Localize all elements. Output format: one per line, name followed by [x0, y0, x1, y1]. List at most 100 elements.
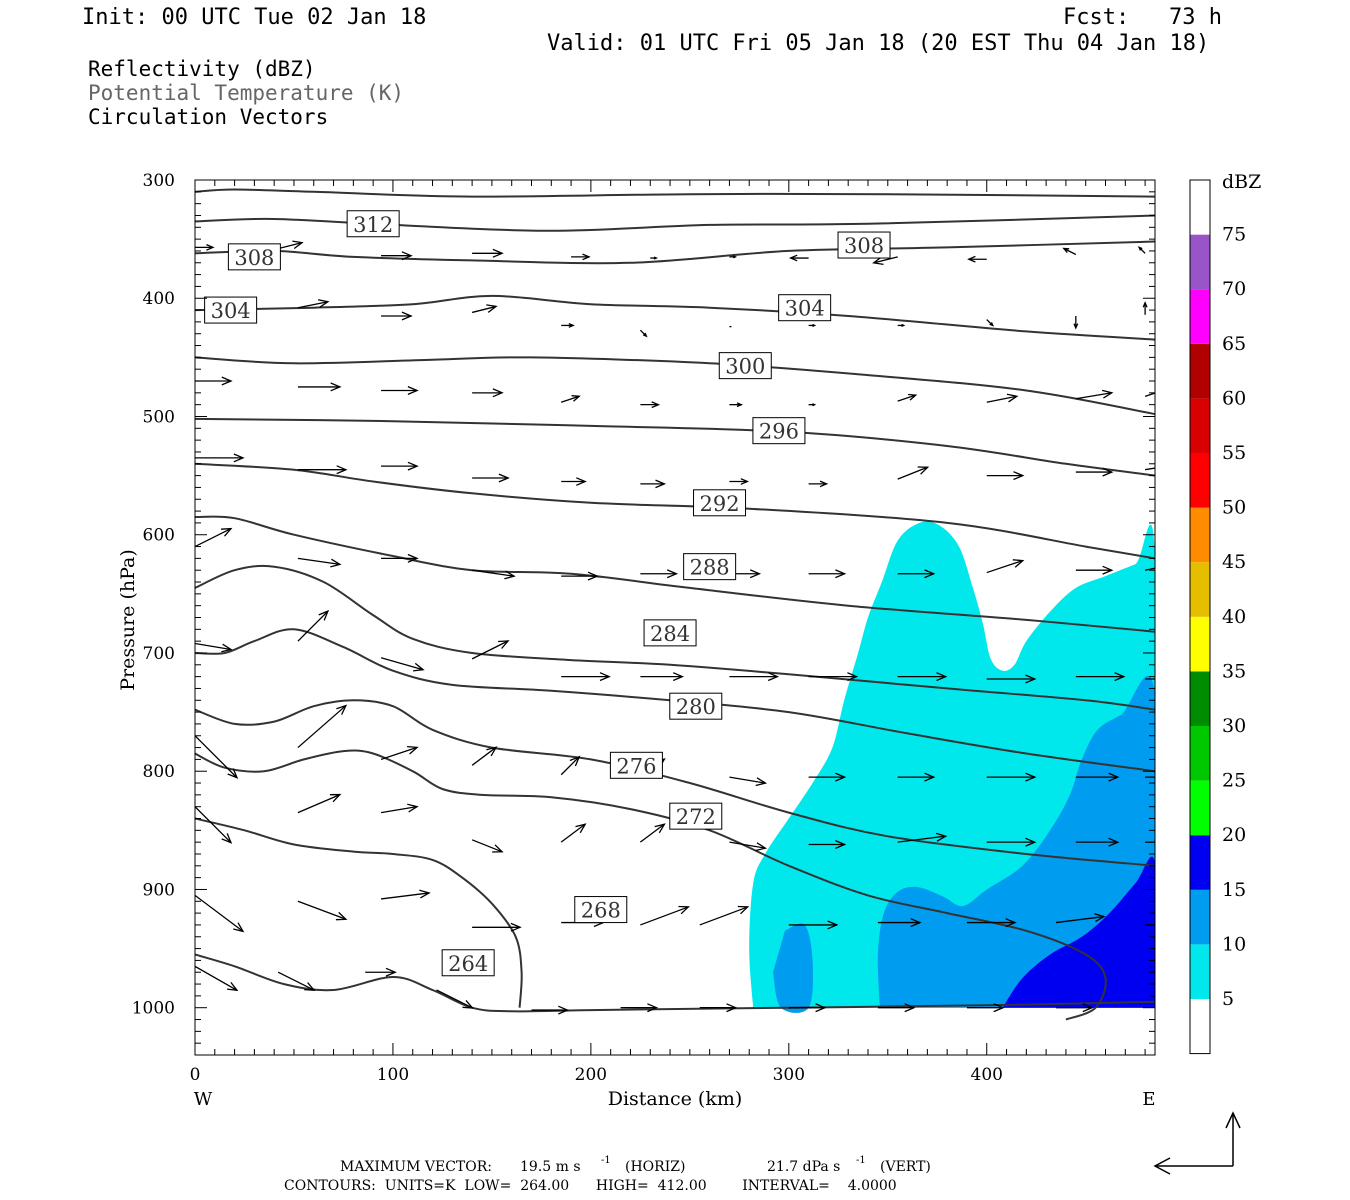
theta-label: 268: [574, 896, 628, 924]
circulation-vector: [381, 386, 419, 395]
svg-text:276: 276: [616, 754, 656, 778]
circulation-vector: [195, 735, 239, 779]
contours-info: CONTOURS: UNITS=K LOW= 264.00 HIGH= 412.…: [284, 1178, 897, 1194]
colorbar-level-label: 35: [1222, 660, 1246, 682]
svg-text:284: 284: [650, 622, 690, 646]
circulation-vector: [195, 806, 233, 844]
circulation-vector: [808, 672, 859, 682]
theta-contour-308: [195, 240, 1155, 265]
theta-label: 312: [346, 210, 400, 238]
circulation-vector: [640, 569, 679, 579]
theta-label: 276: [609, 751, 663, 779]
svg-text:304: 304: [785, 297, 825, 321]
svg-text:280: 280: [676, 695, 716, 719]
circulation-vector: [195, 453, 245, 463]
legend-potential-temperature: Potential Temperature (K): [88, 81, 405, 105]
circulation-vector: [897, 832, 948, 843]
circulation-vector: [620, 1003, 659, 1013]
circulation-vector: [966, 918, 1017, 928]
circulation-vector: [897, 466, 930, 480]
circulation-vector: [561, 477, 587, 486]
theta-contour-296: [195, 417, 1155, 477]
circulation-vector: [1056, 1003, 1094, 1013]
theta-contour-labels: 312 308 308 304 304 300 296 292 288 284 280 276 272 2…: [204, 210, 891, 977]
svg-text:272: 272: [676, 805, 716, 829]
circulation-vector: [897, 393, 918, 402]
circulation-vector: [381, 553, 419, 563]
circulation-vector: [195, 642, 233, 653]
circulation-vector: [808, 840, 847, 849]
circulation-vector: [808, 323, 817, 327]
theta-contour-292: [195, 462, 1155, 560]
x-tick-label: 0: [190, 1065, 201, 1085]
circulation-vector: [297, 900, 348, 921]
svg-text:312: 312: [353, 213, 393, 237]
theta-contour-316: [195, 188, 1155, 198]
colorbar-unit: dBZ: [1222, 171, 1261, 193]
circulation-vector: [531, 1005, 570, 1015]
circulation-vector: [297, 793, 342, 814]
theta-label: 280: [669, 692, 723, 720]
circulation-vector: [472, 388, 504, 398]
circulation-vector: [297, 465, 348, 475]
circulation-vector: [897, 772, 936, 782]
circulation-vector: [640, 672, 685, 682]
circulation-vector: [195, 527, 233, 548]
circulation-vector: [297, 299, 330, 309]
colorbar-swatch: [1190, 726, 1210, 781]
circulation-vector: [729, 255, 738, 259]
x-tick-label: 300: [773, 1065, 805, 1085]
circulation-vector: [472, 473, 510, 483]
valid-time: Valid: 01 UTC Fri 05 Jan 18 (20 EST Thu …: [547, 31, 1210, 56]
circulation-vector: [471, 640, 510, 660]
theta-contour-284: [195, 564, 1155, 711]
circulation-vector: [1075, 389, 1114, 400]
colorbar-swatch: [1190, 180, 1210, 235]
circulation-vector: [472, 248, 504, 258]
theta-contour-304: [195, 294, 1155, 341]
circulation-vector: [966, 1003, 1005, 1013]
theta-label: 272: [669, 802, 723, 830]
y-tick-label: 800: [143, 762, 175, 782]
circulation-vector: [877, 1003, 916, 1013]
circulation-vector: [1144, 392, 1155, 398]
circulation-vector: [639, 823, 666, 843]
circulation-vector: [729, 841, 768, 852]
circulation-vector: [640, 905, 690, 926]
y-tick-label: 300: [143, 171, 175, 191]
legend-reflectivity: Reflectivity (dBZ): [88, 57, 316, 81]
circulation-vector: [297, 557, 342, 568]
circulation-vector: [1073, 315, 1079, 330]
circulation-vector: [808, 772, 847, 782]
circulation-vector: [986, 471, 1025, 481]
circulation-vector: [297, 382, 342, 392]
theta-contour-288: [195, 515, 1155, 633]
theta-label: 292: [693, 489, 747, 517]
circulation-vector: [897, 323, 906, 327]
colorbar-level-label: 55: [1222, 442, 1246, 464]
circulation-vector: [1075, 565, 1114, 575]
theta-contour-300: [195, 356, 1155, 416]
circulation-vector: [436, 989, 475, 1009]
forecast-hour: Fcst: 73 h: [1063, 5, 1222, 30]
y-tick-label: 500: [143, 407, 175, 427]
circulation-vector: [897, 672, 948, 682]
circulation-vector: [365, 967, 397, 977]
svg-text:288: 288: [690, 556, 730, 580]
circulation-vector: [639, 329, 648, 338]
colorbar-swatch: [1190, 889, 1210, 945]
max-vector-horiz-value: 19.5 m s: [520, 1159, 581, 1175]
theta-label: 308: [227, 243, 281, 271]
y-tick-label: 700: [143, 644, 175, 664]
colorbar-level-label: 15: [1222, 879, 1246, 901]
axes: 300 400 500 600 700 800 900 1000 0 100 200 300 400: [132, 171, 1155, 1085]
max-vector-vert-tag: (VERT): [880, 1159, 931, 1175]
circulation-vector: [986, 393, 1019, 403]
circulation-vector: [195, 965, 239, 992]
y-axis-title: Pressure (hPa): [117, 549, 139, 691]
max-vector-vert-value: 21.7 dPa s: [767, 1159, 840, 1175]
y-tick-label: 400: [143, 289, 175, 309]
circulation-vector: [1145, 678, 1155, 680]
theta-contour-312: [195, 214, 1155, 232]
x-east-label: E: [1142, 1089, 1155, 1110]
